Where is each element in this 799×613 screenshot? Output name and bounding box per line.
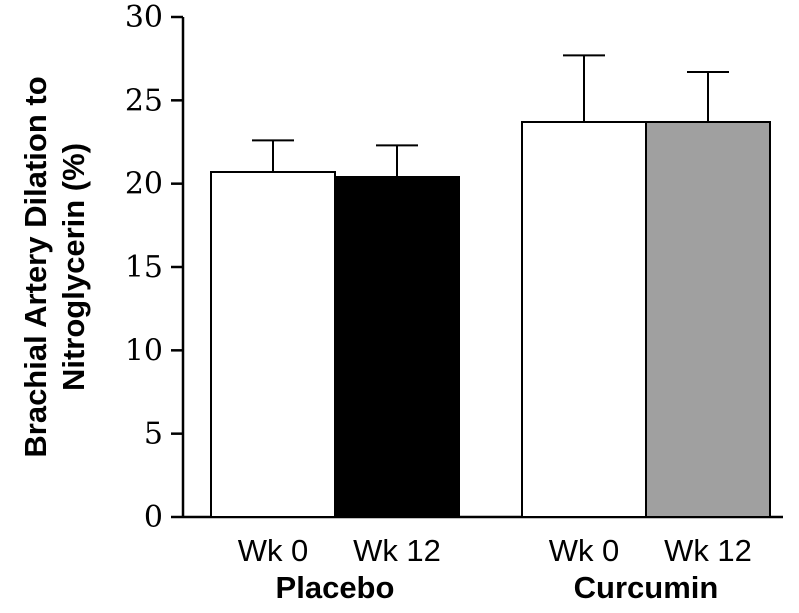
y-tick-label: 15	[125, 250, 163, 285]
x-category-label: Wk 12	[353, 533, 441, 568]
x-category-label: Wk 12	[664, 533, 752, 568]
y-axis-title-line-2: Nitroglycerin (%)	[56, 143, 91, 391]
bar	[210, 171, 336, 518]
bar	[521, 121, 647, 518]
x-category-label: Wk 0	[549, 533, 620, 568]
group-label: Curcumin	[574, 570, 719, 605]
group-label: Placebo	[276, 570, 395, 605]
y-tick-label: 10	[125, 333, 163, 368]
y-tick-label: 30	[125, 0, 163, 35]
y-axis-title-line-1: Brachial Artery Dilation to	[18, 76, 53, 457]
y-tick-label: 20	[125, 167, 163, 202]
x-category-label: Wk 0	[238, 533, 309, 568]
y-tick-label: 5	[144, 417, 163, 452]
y-tick-label: 25	[125, 83, 163, 118]
y-tick-label: 0	[144, 500, 163, 535]
bar	[645, 121, 771, 518]
bar	[334, 176, 460, 518]
